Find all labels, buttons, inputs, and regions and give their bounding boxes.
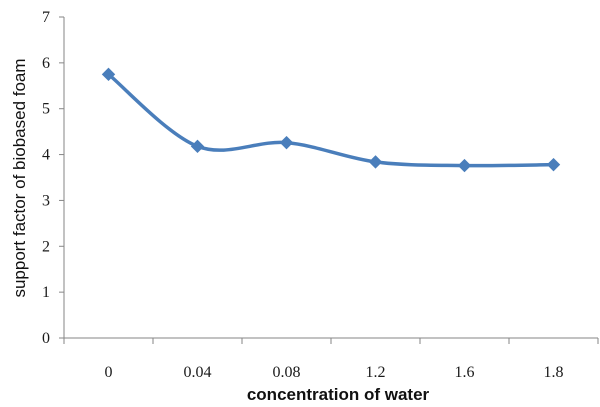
x-tick-label: 1.6 <box>455 364 475 381</box>
data-point-marker <box>368 155 383 169</box>
data-point-marker <box>546 157 561 172</box>
y-tick-label: 5 <box>42 101 50 118</box>
data-point-marker <box>457 158 472 173</box>
y-tick-label: 0 <box>42 330 50 347</box>
x-tick-label: 0.04 <box>184 364 212 381</box>
y-tick-label: 2 <box>42 238 50 255</box>
series-layer <box>101 67 561 173</box>
y-tick-label: 7 <box>42 9 50 26</box>
x-tick-label: 0 <box>105 364 113 381</box>
y-tick-label: 3 <box>42 192 50 209</box>
data-point-marker <box>279 135 294 150</box>
y-axis: 0 1 2 3 4 5 6 7 <box>42 9 65 347</box>
x-tick-label: 0.08 <box>273 364 301 381</box>
y-tick-label: 1 <box>42 284 50 301</box>
y-axis-title: support factor of biobased foam <box>10 58 29 297</box>
x-axis: 0 0.04 0.08 1.2 1.6 1.8 <box>63 337 599 381</box>
y-tick-label: 6 <box>42 55 50 72</box>
x-axis-title: concentration of water <box>247 385 430 404</box>
y-tick-label: 4 <box>42 147 50 164</box>
data-point-marker <box>190 139 205 154</box>
data-point-marker <box>101 67 116 82</box>
x-tick-label: 1.2 <box>366 364 386 381</box>
series-line <box>106 72 556 168</box>
x-tick-label: 1.8 <box>544 364 564 381</box>
